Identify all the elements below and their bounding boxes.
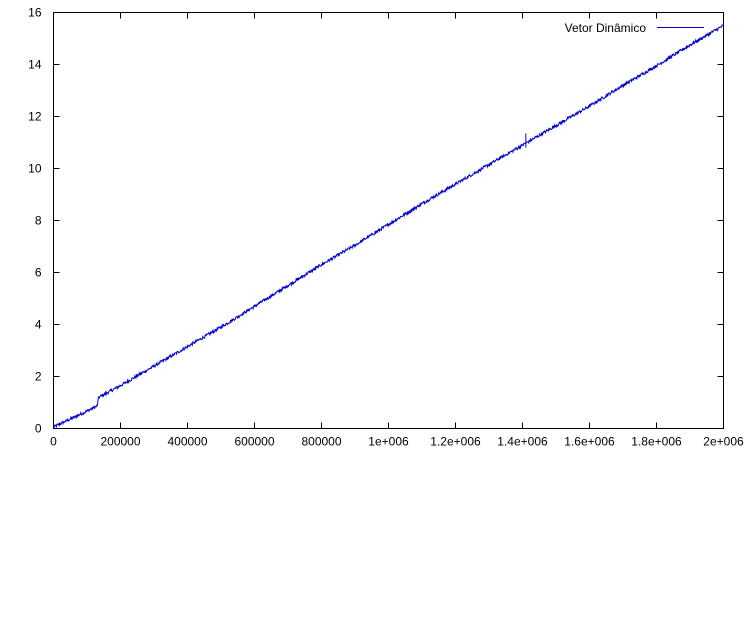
data-point xyxy=(354,244,356,246)
y-tick-label: 6 xyxy=(35,266,42,280)
data-point xyxy=(153,365,155,367)
y-axis: 0 2 4 6 8 10 12 14 16 xyxy=(28,6,724,436)
data-point xyxy=(86,410,88,412)
legend-label: Vetor Dinâmico xyxy=(565,21,647,35)
y-tick-label: 2 xyxy=(35,370,42,384)
data-point xyxy=(93,407,95,409)
data-point xyxy=(320,264,323,266)
series-line xyxy=(53,24,724,429)
series-layer xyxy=(52,24,725,429)
y-tick-label: 10 xyxy=(28,162,42,176)
x-tick-label: 0 xyxy=(50,435,57,449)
x-tick-label: 200000 xyxy=(100,435,140,449)
data-point xyxy=(287,284,289,287)
data-point xyxy=(387,223,390,225)
data-point xyxy=(253,305,256,307)
data-point xyxy=(119,385,122,387)
data-point xyxy=(66,420,68,422)
y-tick-label: 0 xyxy=(35,422,42,436)
data-point xyxy=(186,346,189,348)
data-point xyxy=(655,65,658,67)
y-tick-label: 8 xyxy=(35,214,42,228)
y-tick-label: 4 xyxy=(35,318,42,332)
data-point xyxy=(622,84,624,86)
x-axis: 0 200000 400000 600000 800000 1e+006 1.2e+006 1… xyxy=(50,12,744,449)
x-tick-label: 2e+006 xyxy=(703,435,744,449)
data-point xyxy=(722,24,725,27)
x-tick-label: 400000 xyxy=(167,435,207,449)
x-tick-label: 1e+006 xyxy=(368,435,409,449)
data-point xyxy=(689,44,691,46)
data-point xyxy=(521,144,524,146)
legend: Vetor Dinâmico xyxy=(565,21,704,35)
x-tick-label: 1.4e+006 xyxy=(497,435,548,449)
data-point xyxy=(588,105,591,107)
x-tick-label: 600000 xyxy=(234,435,274,449)
data-point xyxy=(79,413,81,415)
data-point xyxy=(59,423,61,425)
data-point xyxy=(555,125,557,127)
x-tick-label: 1.6e+006 xyxy=(564,435,615,449)
x-tick-label: 800000 xyxy=(301,435,341,449)
y-tick-label: 14 xyxy=(28,58,42,72)
data-point xyxy=(220,326,222,328)
data-point xyxy=(488,164,490,166)
x-tick-label: 1.2e+006 xyxy=(430,435,481,449)
data-point xyxy=(454,183,457,185)
data-point xyxy=(103,394,105,396)
data-point xyxy=(52,426,55,428)
y-tick-label: 12 xyxy=(28,110,42,124)
data-point xyxy=(421,203,423,205)
data-point xyxy=(96,405,98,407)
data-point xyxy=(98,396,100,398)
y-tick-label: 16 xyxy=(28,6,42,20)
x-tick-label: 1.8e+006 xyxy=(631,435,682,449)
data-point xyxy=(73,416,75,419)
